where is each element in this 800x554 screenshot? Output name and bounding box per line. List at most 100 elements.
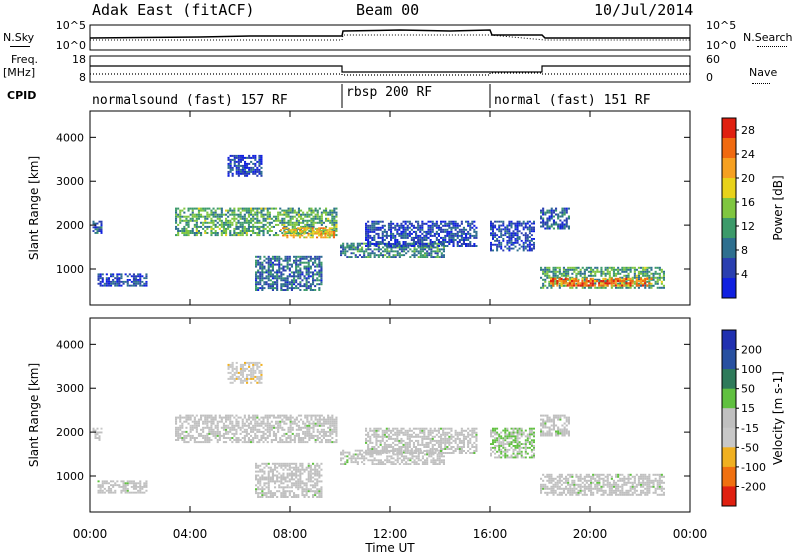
velocity-echo-cell xyxy=(442,452,445,454)
velocity-echo-cell xyxy=(318,464,321,467)
power-echo-cell xyxy=(303,257,306,260)
power-echo-cell xyxy=(250,156,253,159)
power-echo-cell xyxy=(284,257,287,260)
power-echo-cell xyxy=(385,234,388,237)
power-echo-cell xyxy=(644,284,647,287)
velocity-echo-cell xyxy=(204,414,207,417)
power-echo-cell xyxy=(116,280,119,283)
power-echo-cell xyxy=(492,228,494,231)
velocity-echo-cell xyxy=(305,482,308,485)
power-echo-cell xyxy=(216,213,219,216)
power-echo-cell xyxy=(193,234,196,237)
velocity-echo-cell xyxy=(275,420,278,423)
power-echo-cell xyxy=(312,261,315,264)
power-echo-cell xyxy=(456,236,459,239)
power-echo-cell xyxy=(552,280,555,283)
power-echo-cell xyxy=(293,271,296,274)
power-echo-cell xyxy=(644,286,647,289)
velocity-echo-cell xyxy=(318,490,321,493)
power-echo-cell xyxy=(110,275,113,278)
velocity-echo-cell xyxy=(267,490,270,493)
power-echo-cell xyxy=(304,223,307,226)
power-echo-cell xyxy=(352,244,355,247)
velocity-echo-cell xyxy=(137,486,140,488)
power-echo-cell xyxy=(508,238,511,240)
power-echo-cell xyxy=(305,227,308,230)
velocity-echo-cell xyxy=(101,484,104,487)
velocity-echo-cell xyxy=(279,439,282,441)
velocity-echo-cell xyxy=(135,487,138,490)
power-echo-cell xyxy=(239,168,242,171)
velocity-echo-cell xyxy=(204,418,207,421)
velocity-echo-cell xyxy=(272,414,275,417)
power-echo-cell xyxy=(110,282,113,285)
power-echo-cell xyxy=(396,243,399,245)
velocity-echo-cell xyxy=(250,381,253,384)
power-echo-cell xyxy=(305,281,308,284)
power-echo-cell xyxy=(116,282,119,285)
power-echo-cell xyxy=(386,248,389,251)
power-echo-cell xyxy=(282,265,285,268)
velocity-echo-cell xyxy=(193,426,196,429)
power-echo-cell xyxy=(419,254,422,257)
velocity-echo-cell xyxy=(314,474,317,477)
power-echo-cell xyxy=(266,207,269,210)
power-echo-cell xyxy=(305,279,308,282)
power-echo-cell xyxy=(181,219,184,222)
velocity-echo-cell xyxy=(297,478,300,481)
power-echo-cell xyxy=(548,211,551,214)
power-echo-cell xyxy=(237,232,240,234)
velocity-echo-cell xyxy=(288,480,291,483)
power-echo-cell xyxy=(440,243,443,245)
power-echo-cell xyxy=(277,211,280,214)
power-echo-cell xyxy=(243,207,246,210)
velocity-echo-cell xyxy=(390,450,393,452)
velocity-echo-cell xyxy=(438,463,441,465)
power-echo-cell xyxy=(454,239,457,241)
power-echo-cell xyxy=(426,250,429,253)
velocity-echo-cell xyxy=(269,480,272,483)
velocity-echo-cell xyxy=(202,422,205,425)
velocity-echo-cell xyxy=(288,462,291,465)
power-echo-cell xyxy=(287,211,290,214)
velocity-echo-cell xyxy=(300,414,303,417)
power-echo-cell xyxy=(275,223,278,226)
power-echo-cell xyxy=(450,236,453,239)
power-echo-cell xyxy=(575,277,578,280)
velocity-echo-cell xyxy=(255,476,258,479)
power-echo-cell xyxy=(301,279,304,282)
power-echo-cell xyxy=(235,156,238,159)
power-echo-cell xyxy=(612,278,615,281)
power-echo-cell xyxy=(390,232,393,235)
power-echo-cell xyxy=(522,234,525,237)
power-echo-cell xyxy=(413,254,416,257)
power-echo-cell xyxy=(421,241,424,243)
velocity-echo-cell xyxy=(304,422,307,425)
power-echo-cell xyxy=(208,221,211,224)
power-echo-cell xyxy=(562,268,565,271)
velocity-echo-cell xyxy=(103,482,106,485)
velocity-echo-cell xyxy=(271,468,274,471)
velocity-echo-cell xyxy=(231,432,234,435)
velocity-echo-cell xyxy=(185,430,188,433)
power-echo-cell xyxy=(248,162,251,165)
velocity-echo-cell xyxy=(181,437,184,439)
velocity-echo-cell xyxy=(309,476,312,479)
power-echo-cell xyxy=(421,243,424,245)
power-echo-cell xyxy=(299,281,302,284)
velocity-echo-cell xyxy=(435,433,438,436)
power-echo-cell xyxy=(210,234,213,237)
velocity-echo-cell xyxy=(333,426,336,429)
power-echo-cell xyxy=(255,277,258,280)
velocity-echo-cell xyxy=(318,470,321,473)
power-echo-cell xyxy=(328,234,331,237)
power-echo-cell xyxy=(318,221,321,224)
power-echo-cell xyxy=(581,286,584,289)
power-echo-cell xyxy=(642,278,645,281)
power-echo-cell xyxy=(496,220,499,223)
velocity-echo-cell xyxy=(394,427,397,430)
power-echo-cell xyxy=(583,286,586,289)
velocity-echo-cell xyxy=(225,424,228,427)
power-echo-cell xyxy=(629,284,632,287)
power-echo-cell xyxy=(512,222,515,225)
